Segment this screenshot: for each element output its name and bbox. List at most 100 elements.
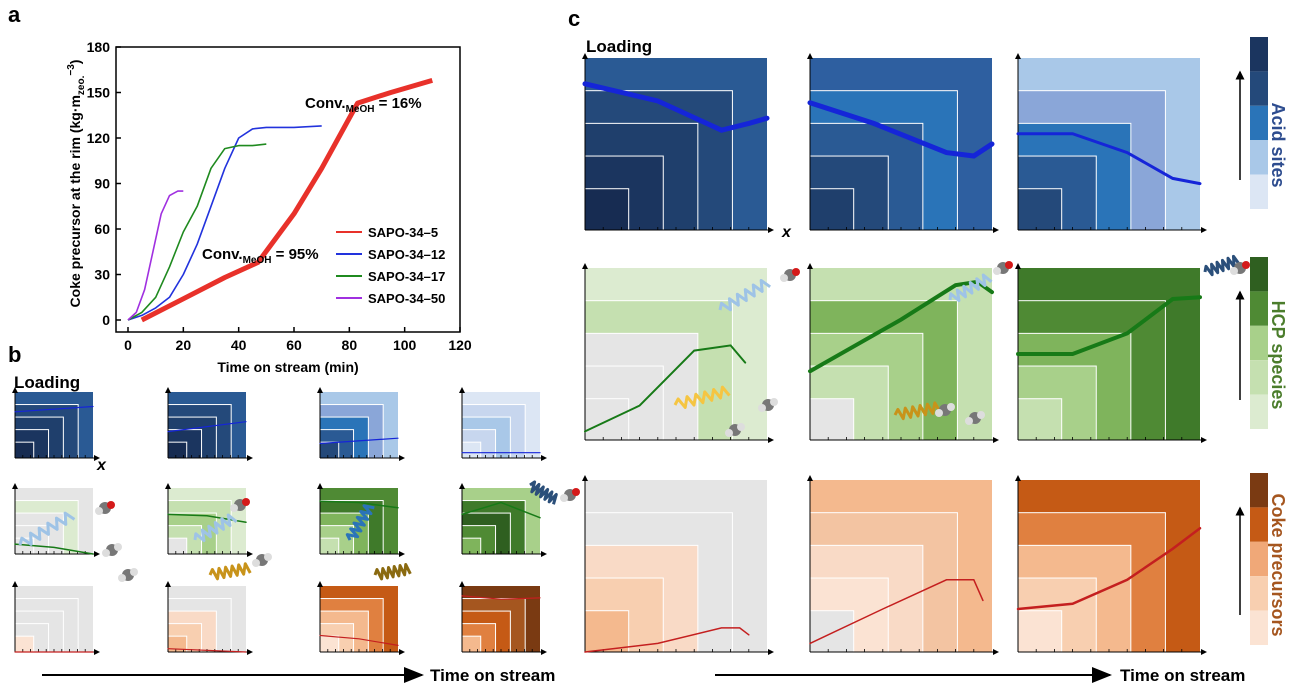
y-tick-label: 30 <box>94 267 110 283</box>
scale-bar <box>1250 611 1268 645</box>
annotation-rest: = 95% <box>271 246 318 263</box>
scale-bar <box>1250 140 1268 174</box>
molecule-atom <box>102 549 110 557</box>
time-label: Time on stream <box>430 666 555 685</box>
y-tick-label: 150 <box>87 85 111 101</box>
legend-label: SAPO-34–17 <box>368 269 445 284</box>
molecule-atom <box>725 429 733 437</box>
light-wave <box>209 563 250 580</box>
x-tick-label: 40 <box>231 337 247 353</box>
molecule-atom <box>1242 261 1250 269</box>
loading-zone <box>1018 611 1062 652</box>
annotation-rest: = 16% <box>374 95 421 112</box>
loading-zone <box>1018 189 1062 230</box>
molecule-atom <box>242 498 250 506</box>
molecule-atom <box>792 268 800 276</box>
data-line <box>142 80 433 320</box>
molecule-atom <box>737 423 745 431</box>
loading-zone <box>585 189 629 230</box>
time-label: Time on stream <box>1120 666 1245 685</box>
molecule-atom <box>965 417 973 425</box>
molecule-atom <box>560 494 568 502</box>
scale-bar <box>1250 507 1268 541</box>
x-axis-label: Time on stream (min) <box>217 359 358 375</box>
annotation-text: Conv. <box>202 246 243 263</box>
loading-zone <box>585 399 629 440</box>
y-tick-label: 60 <box>94 221 110 237</box>
molecule-atom <box>758 404 766 412</box>
loading-label: Loading <box>586 37 652 56</box>
loading-zone <box>810 189 854 230</box>
scale-bar <box>1250 175 1268 209</box>
x-tick-label: 100 <box>393 337 417 353</box>
schematic-tile <box>15 388 99 458</box>
legend-label: SAPO-34–12 <box>368 247 445 262</box>
y-tick-label: 120 <box>87 130 111 146</box>
row-label: Coke precursors <box>1268 493 1288 636</box>
molecule-atom <box>130 568 138 576</box>
y-axis-label: Coke precursor at the rim (kg·mzeo.−3) <box>66 60 87 308</box>
schematic-tile <box>585 54 773 230</box>
panel-label: c <box>568 6 580 31</box>
scale-bar <box>1250 395 1268 429</box>
molecule-atom <box>935 409 943 417</box>
y-axis-label-sup: −3 <box>66 64 77 76</box>
schematic-tile <box>462 484 546 554</box>
molecule-atom <box>947 403 955 411</box>
molecule-atom <box>977 411 985 419</box>
annotation-sub: MeOH <box>346 104 375 115</box>
schematic-tile <box>810 54 998 230</box>
schematic-tile <box>462 582 546 652</box>
molecule-atom <box>107 501 115 509</box>
y-axis-label-part: Coke precursor at the rim (kg·m <box>67 95 83 307</box>
annotation-sub: MeOH <box>243 255 272 266</box>
annotation: Conv.MeOH = 95% <box>202 246 319 266</box>
light-wave <box>374 564 410 580</box>
legend-label: SAPO-34–5 <box>368 225 438 240</box>
schematic-tile <box>462 388 546 458</box>
molecule-atom <box>264 553 272 561</box>
y-axis-label-sub: zeo. <box>76 75 87 95</box>
data-line <box>128 126 322 320</box>
annotation-text: Conv. <box>305 95 346 112</box>
scale-bar <box>1250 291 1268 325</box>
scale-bar <box>1250 576 1268 610</box>
loading-zone <box>585 611 629 652</box>
schematic-tile <box>168 582 252 652</box>
molecule-atom <box>114 543 122 551</box>
schematic-tile <box>168 388 252 458</box>
molecule-atom <box>118 574 126 582</box>
panel-label: a <box>8 2 21 27</box>
schematic-tile <box>585 476 773 652</box>
schematic-tile <box>1018 264 1206 440</box>
molecule-atom <box>252 559 260 567</box>
scale-bar <box>1250 71 1268 105</box>
loading-zone <box>810 399 854 440</box>
schematic-tile <box>168 484 252 554</box>
molecule-atom <box>770 398 778 406</box>
scale-bar <box>1250 106 1268 140</box>
scale-bar <box>1250 257 1268 291</box>
annotation: Conv.MeOH = 16% <box>305 95 422 115</box>
molecule-atom <box>572 488 580 496</box>
schematic-tile <box>810 476 998 652</box>
y-tick-label: 0 <box>102 312 110 328</box>
x-tick-label: 120 <box>448 337 472 353</box>
molecule-atom <box>1230 267 1238 275</box>
molecule-atom <box>993 267 1001 275</box>
schematic-tile <box>320 388 404 458</box>
scale-bar <box>1250 37 1268 71</box>
loading-label: Loading <box>14 373 80 392</box>
molecule-atom <box>1005 261 1013 269</box>
figure: a b c Loading x Time on stream Loading x… <box>0 0 1290 685</box>
schematic-tile <box>15 582 99 652</box>
panel-label: b <box>8 342 21 367</box>
schematic-tile <box>320 582 404 652</box>
y-tick-label: 180 <box>87 39 111 55</box>
legend-label: SAPO-34–50 <box>368 291 445 306</box>
molecule-atom <box>95 507 103 515</box>
scale-bar <box>1250 326 1268 360</box>
y-tick-label: 90 <box>94 176 110 192</box>
x-tick-label: 80 <box>342 337 358 353</box>
schematic-tile <box>1018 54 1206 230</box>
